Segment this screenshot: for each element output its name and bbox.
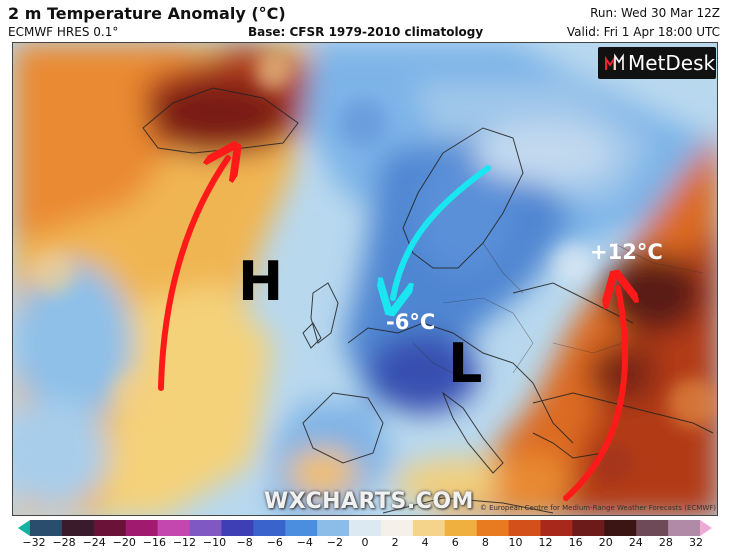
legend-tick-label: 0: [361, 536, 369, 549]
country-borders: [412, 242, 704, 374]
legend-min-triangle: [18, 520, 30, 536]
legend-max-triangle: [700, 520, 712, 536]
model-label: ECMWF HRES 0.1°: [8, 25, 119, 39]
climatology-base-label: Base: CFSR 1979-2010 climatology: [248, 25, 484, 39]
anomaly-detail: [31, 55, 717, 483]
legend-tick-label: 24: [628, 536, 643, 549]
legend-swatch: [668, 520, 701, 536]
cold-anomaly-label: -6°C: [386, 310, 436, 334]
run-time-label: Run: Wed 30 Mar 12Z: [590, 6, 720, 20]
legend-tick-label: −10: [202, 536, 227, 549]
legend-tick-label: 8: [481, 536, 489, 549]
legend-tick-label: 2: [391, 536, 399, 549]
legend-swatch: [349, 520, 382, 536]
legend-swatch: [540, 520, 573, 536]
legend-swatch: [30, 520, 63, 536]
legend-swatch: [380, 520, 414, 536]
legend-tick-label: −16: [142, 536, 166, 549]
legend-swatch: [572, 520, 605, 536]
copyright-text: © European Centre for Medium-Range Weath…: [479, 504, 716, 512]
low-pressure-label: L: [448, 332, 483, 395]
warm-flow-arrow-atlantic: [158, 158, 228, 391]
legend-tick-labels: −32 −28 −24 −20 −16 −12 −10 −8 −6 −4 −2 0 2 4 6 8 10 12 16…: [0, 536, 732, 556]
legend-tick-label: −6: [266, 536, 283, 549]
legend-tick-label: −2: [326, 536, 344, 549]
legend-tick-label: −12: [172, 536, 197, 549]
legend-swatch: [125, 520, 159, 536]
legend-swatch: [285, 520, 318, 536]
chart-header: 2 m Temperature Anomaly (°C) ECMWF HRES …: [0, 0, 732, 42]
legend-swatch: [157, 520, 191, 536]
legend-swatch: [189, 520, 222, 536]
high-pressure-label: H: [238, 250, 284, 313]
legend-tick-label: −28: [52, 536, 76, 549]
legend-swatches: [18, 520, 712, 536]
metdesk-logo-icon: [604, 53, 624, 73]
legend-swatch: [93, 520, 127, 536]
legend-swatch: [604, 520, 637, 536]
legend-tick-label: −4: [296, 536, 313, 549]
legend-tick-label: 32: [689, 536, 703, 549]
wxcharts-watermark: WXCHARTS.COM: [264, 489, 474, 514]
legend-tick-label: 10: [508, 536, 523, 549]
legend-tick-label: 20: [598, 536, 613, 549]
legend-swatch: [636, 520, 669, 536]
anomaly-field: [13, 43, 717, 515]
legend-swatch: [508, 520, 541, 536]
map-canvas: [13, 43, 717, 515]
legend-swatch: [253, 520, 286, 536]
legend-tick-label: 28: [658, 536, 673, 549]
legend-tick-label: −24: [82, 536, 106, 549]
temperature-anomaly-map: [12, 42, 718, 516]
legend-tick-label: 4: [421, 536, 429, 549]
legend-tick-label: −8: [236, 536, 253, 549]
legend-tick-label: 16: [568, 536, 583, 549]
chart-title: 2 m Temperature Anomaly (°C): [8, 4, 286, 23]
legend-swatch: [61, 520, 95, 536]
legend-swatch: [476, 520, 510, 536]
legend-tick-label: 12: [538, 536, 553, 549]
warm-flow-arrow-east: [563, 288, 625, 501]
valid-time-label: Valid: Fri 1 Apr 18:00 UTC: [566, 25, 720, 39]
color-legend-bar: [18, 520, 712, 536]
legend-tick-label: 6: [451, 536, 459, 549]
legend-tick-label: −20: [112, 536, 136, 549]
legend-swatch: [412, 520, 446, 536]
metdesk-logo: MetDesk: [598, 47, 716, 79]
coastlines: [142, 87, 714, 514]
legend-swatch: [317, 520, 350, 536]
metdesk-logo-text: MetDesk: [628, 51, 716, 75]
legend-tick-label: −32: [22, 536, 46, 549]
legend-swatch: [444, 520, 478, 536]
cold-flow-arrow: [393, 165, 491, 298]
legend-swatch: [221, 520, 254, 536]
warm-anomaly-label: +12°C: [590, 240, 663, 264]
